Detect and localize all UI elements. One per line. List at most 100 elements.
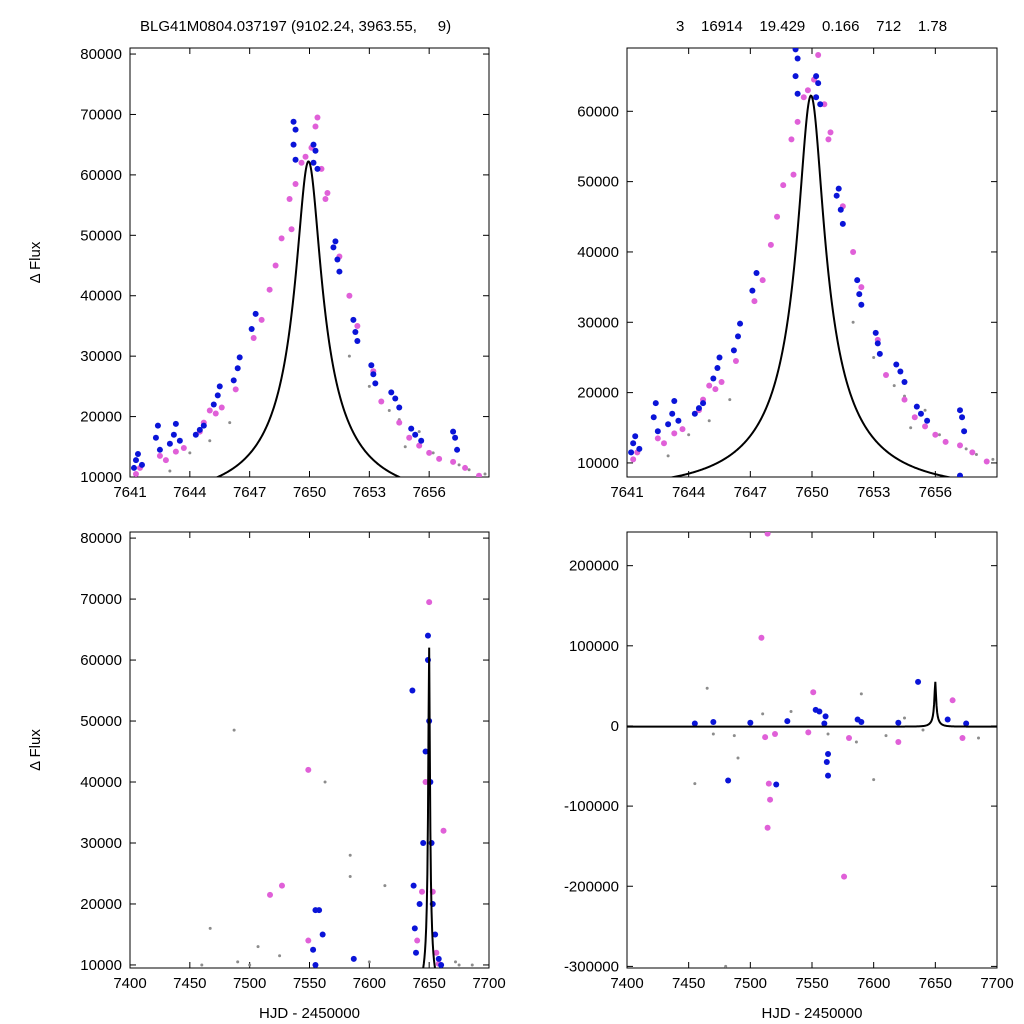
data-point [302,153,309,160]
data-point [833,192,840,199]
data-point [687,433,691,437]
data-point [298,159,305,166]
data-point [266,286,273,293]
data-point [454,446,461,453]
data-point [232,728,236,732]
data-point [714,364,721,371]
data-point [895,738,902,745]
data-point [422,779,429,786]
data-point [232,386,239,393]
data-point [854,277,861,284]
data-point [924,417,931,424]
data-point [695,405,702,412]
data-point [208,439,212,443]
y-tick-label: 10000 [80,469,122,486]
data-point [815,80,822,87]
data-point [815,52,822,59]
data-point [630,440,637,447]
data-point [788,136,795,143]
data-point [851,320,855,324]
data-point [312,147,319,154]
data-point [654,435,661,442]
x-tick-label: 7500 [734,975,767,992]
data-point [433,949,440,956]
data-point [410,882,417,889]
data-point [200,422,207,429]
data-point [665,421,672,428]
data-point [961,428,968,435]
data-point [728,398,732,402]
data-point [440,827,447,834]
data-point [322,196,329,203]
data-point [172,448,179,455]
data-point [372,380,379,387]
data-point [732,357,739,364]
data-point [200,963,204,967]
data-point [305,937,312,944]
data-point [152,434,159,441]
model-curve [627,681,997,728]
data-point [417,430,421,434]
data-point [671,430,678,437]
y-tick-label: 10000 [80,957,122,974]
data-point [424,632,431,639]
data-point [336,268,343,275]
data-point [730,347,737,354]
data-point [208,926,212,930]
data-point [901,396,908,403]
data-point [403,445,407,449]
x-tick-label: 7550 [293,975,326,992]
data-point [825,136,832,143]
data-point [858,284,865,291]
data-point [705,686,709,690]
data-point [693,782,697,786]
data-point [846,734,852,741]
data-point [944,716,951,723]
data-point [792,48,799,53]
x-tick-label: 7647 [734,484,767,501]
data-point [909,426,913,430]
data-point [716,354,723,361]
data-point [804,87,811,94]
data-point [636,445,643,452]
data-point [765,780,772,787]
data-point [292,180,299,187]
x-axis-label: HJD - 2450000 [762,1005,863,1022]
x-tick-label: 7600 [353,975,386,992]
data-point [156,446,163,453]
data-point [432,931,439,938]
data-point [816,708,823,715]
data-point [370,371,377,378]
data-point [630,456,637,463]
x-axis-label: HJD - 2450000 [259,1005,360,1022]
data-point [314,165,321,172]
data-point [290,141,297,148]
panel-top-right: 7641 7644 7647 7650 7653 7656 10000 20000 30000 4… [577,47,998,501]
data-point [278,954,282,958]
y-tick-label: 100000 [569,638,619,655]
data-point [166,440,173,447]
data-point [272,262,279,269]
panel-top-left: 7641 7644 7647 7650 7653 7656 10000 20000 30000 4… [27,46,490,501]
data-point [839,220,846,227]
data-point [388,389,395,396]
data-point [350,316,357,323]
data-point [396,419,403,426]
data-point [383,884,387,888]
data-point [134,451,141,458]
data-point [780,182,787,189]
panel-bottom-left: 7400 7450 7500 7550 7600 7650 7700 10000 20000 30… [27,530,506,1022]
header-right-text: 3 16914 19.429 0.166 712 1.78 [676,18,947,35]
data-point [431,451,435,455]
data-point [409,687,416,694]
data-point [813,94,820,101]
data-point [438,961,445,968]
data-point [348,875,352,879]
plot-frame [129,47,490,478]
data-point [457,463,461,467]
data-point [248,325,255,332]
data-point [305,766,312,773]
data-point [872,329,879,336]
panel-bottom-right: 7400 7450 7500 7550 7600 7650 7700 -300000 -2000… [564,531,1014,1022]
